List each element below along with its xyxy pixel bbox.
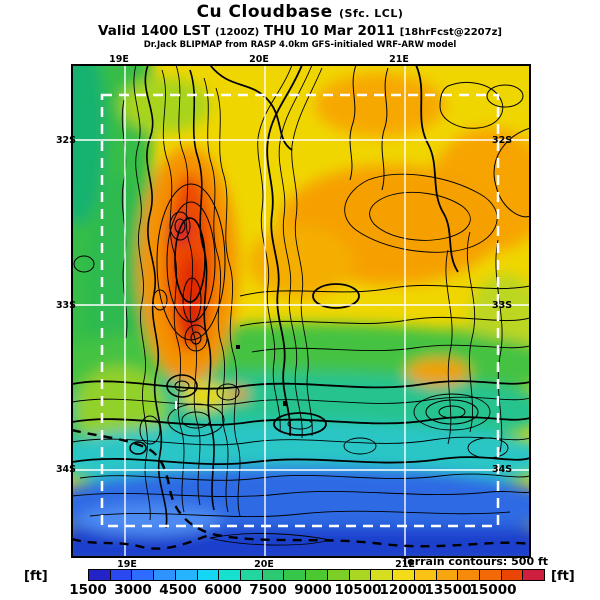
valid-zulu: (1200Z) <box>214 27 260 38</box>
legend-color-cell <box>435 570 458 580</box>
lat-label-left: 32S <box>56 135 76 146</box>
legend-color-cell <box>522 570 545 580</box>
legend-color-cell <box>370 570 393 580</box>
lon-label-top: 21E <box>389 54 409 65</box>
legend-tick: 6000 <box>204 582 242 598</box>
legend-color-cell <box>392 570 414 580</box>
legend-tick: 7500 <box>249 582 287 598</box>
legend-color-cell <box>305 570 327 580</box>
model-info-line: Dr.Jack BLIPMAP from RASP 4.0km GFS-init… <box>143 40 457 50</box>
valid-time: Valid 1400 LST <box>98 23 211 39</box>
legend-color-cell <box>261 570 284 580</box>
latlon-gridlines <box>72 65 530 557</box>
product-suffix: (Sfc. LCL) <box>339 7 404 20</box>
terrain-contours-note: Terrain contours: 500 ft <box>401 555 548 568</box>
lon-label-bottom: 19E <box>117 559 137 570</box>
site-marker <box>283 401 287 406</box>
legend-tick: 15000 <box>469 582 517 598</box>
lat-label-left: 33S <box>56 300 76 311</box>
lon-label-bottom: 21E <box>395 559 415 570</box>
legend-color-cell <box>283 570 306 580</box>
forecast-tag: [18hrFcst@2207z] <box>399 27 502 38</box>
lat-label-right: 34S <box>492 464 512 475</box>
legend-color-cell <box>174 570 197 580</box>
legend-tick: 12000 <box>379 582 427 598</box>
legend-tick: 4500 <box>159 582 197 598</box>
model-domain-box <box>100 93 500 528</box>
map-border <box>71 64 531 558</box>
legend-color-cell <box>109 570 132 580</box>
legend-colorbar <box>88 569 545 581</box>
site-marker <box>236 345 240 349</box>
legend-tick: 1500 <box>69 582 107 598</box>
legend-color-cell <box>478 570 501 580</box>
lat-label-right: 33S <box>492 300 512 311</box>
legend-color-cell <box>131 570 154 580</box>
lat-label-right: 32S <box>492 135 512 146</box>
legend-color-cell <box>89 570 110 580</box>
title-block: Cu Cloudbase (Sfc. LCL) Valid 1400 LST (… <box>0 2 600 50</box>
legend-tick: 3000 <box>114 582 152 598</box>
lon-label-bottom: 20E <box>254 559 274 570</box>
legend-color-cell <box>348 570 371 580</box>
lon-label-top: 20E <box>249 54 269 65</box>
legend-color-cell <box>457 570 479 580</box>
legend-color-cell <box>196 570 219 580</box>
valid-date: THU 10 Mar 2011 <box>263 23 396 39</box>
terrain-contours <box>72 65 530 546</box>
legend-tick: 10500 <box>334 582 382 598</box>
legend-tick: 9000 <box>294 582 332 598</box>
legend-color-cell <box>326 570 349 580</box>
cloudbase-color-field <box>72 65 530 557</box>
legend-color-cell <box>153 570 175 580</box>
lat-label-left: 34S <box>56 464 76 475</box>
legend-unit-right: [ft] <box>551 569 575 584</box>
legend-color-cell <box>240 570 262 580</box>
legend-color-cell <box>218 570 241 580</box>
legend-unit-left: [ft] <box>24 569 48 584</box>
product-name: Cu Cloudbase <box>196 2 333 22</box>
coastline <box>72 428 530 550</box>
valid-time-line: Valid 1400 LST (1200Z) THU 10 Mar 2011 [… <box>0 23 600 39</box>
lon-label-top: 19E <box>109 54 129 65</box>
legend-tick: 13500 <box>424 582 472 598</box>
legend-color-cell <box>413 570 436 580</box>
legend-color-cell <box>500 570 523 580</box>
site-marker <box>175 401 177 409</box>
page-title: Cu Cloudbase (Sfc. LCL) <box>0 2 600 22</box>
